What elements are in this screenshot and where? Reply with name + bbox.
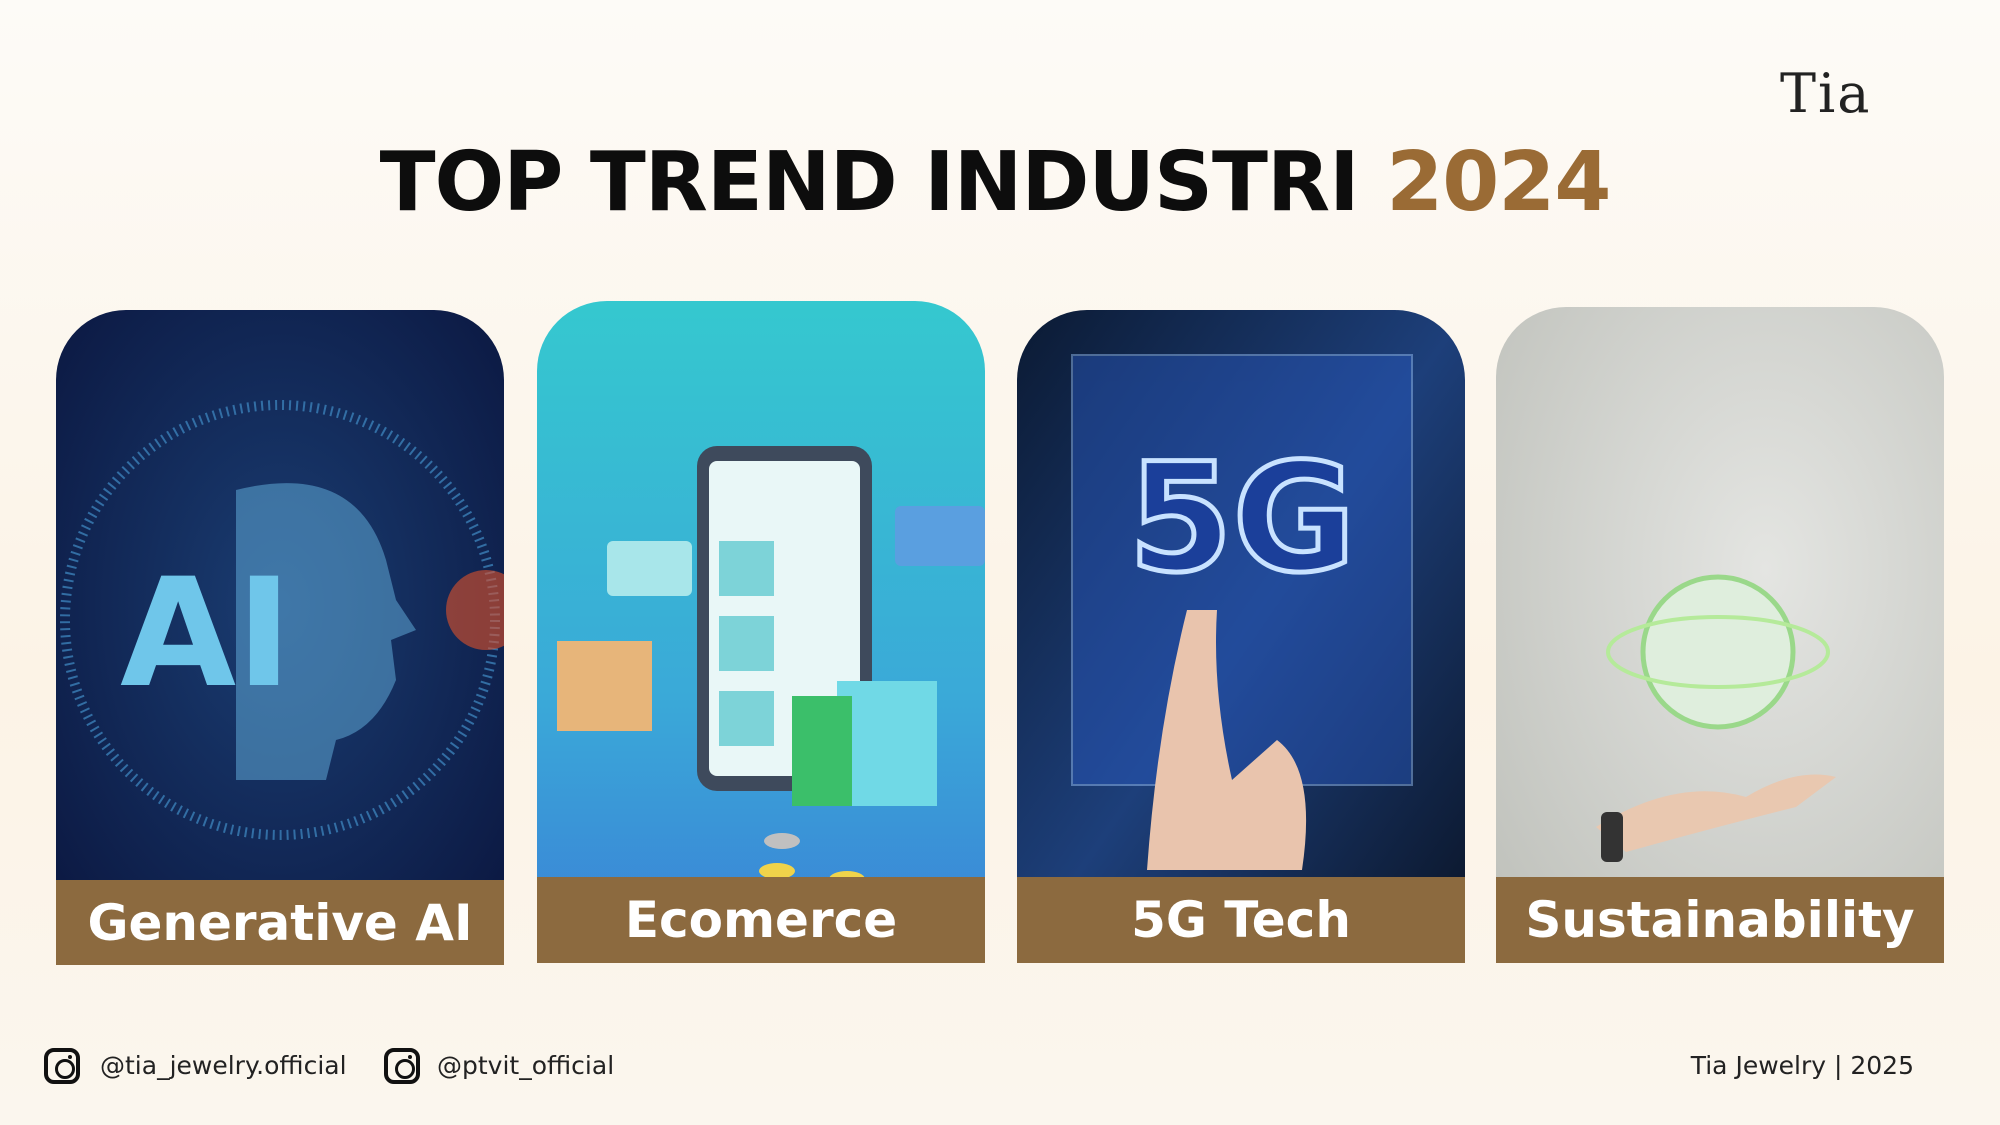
card-label: Ecomerce — [537, 877, 985, 963]
social-handle[interactable]: @tia_jewelry.official — [100, 1051, 347, 1080]
card: 5G 5G Tech — [1017, 310, 1465, 963]
title: TOP TREND INDUSTRI 2024 — [0, 135, 1990, 230]
card: Sustainability — [1496, 307, 1944, 963]
title-text: TOP TREND INDUSTRI — [379, 135, 1360, 230]
card: AI Generative AI — [56, 310, 504, 965]
card-image: 5G — [1017, 310, 1465, 963]
image-text: AI — [120, 547, 292, 721]
card-image: AI — [56, 310, 504, 965]
credit: Tia Jewelry | 2025 — [1690, 1051, 1914, 1080]
instagram-icon — [44, 1048, 80, 1084]
image-text: 5G — [1128, 432, 1356, 606]
card: Ecomerce — [537, 301, 985, 963]
title-year: 2024 — [1386, 135, 1611, 230]
card-label: 5G Tech — [1017, 877, 1465, 963]
social-handle[interactable]: @ptvit_official — [437, 1051, 615, 1080]
card-image — [1496, 307, 1944, 963]
card-image — [537, 301, 985, 963]
card-label: Generative AI — [56, 880, 504, 965]
instagram-icon — [384, 1048, 420, 1084]
logo: Tia — [1780, 62, 1872, 125]
card-label: Sustainability — [1496, 877, 1944, 963]
